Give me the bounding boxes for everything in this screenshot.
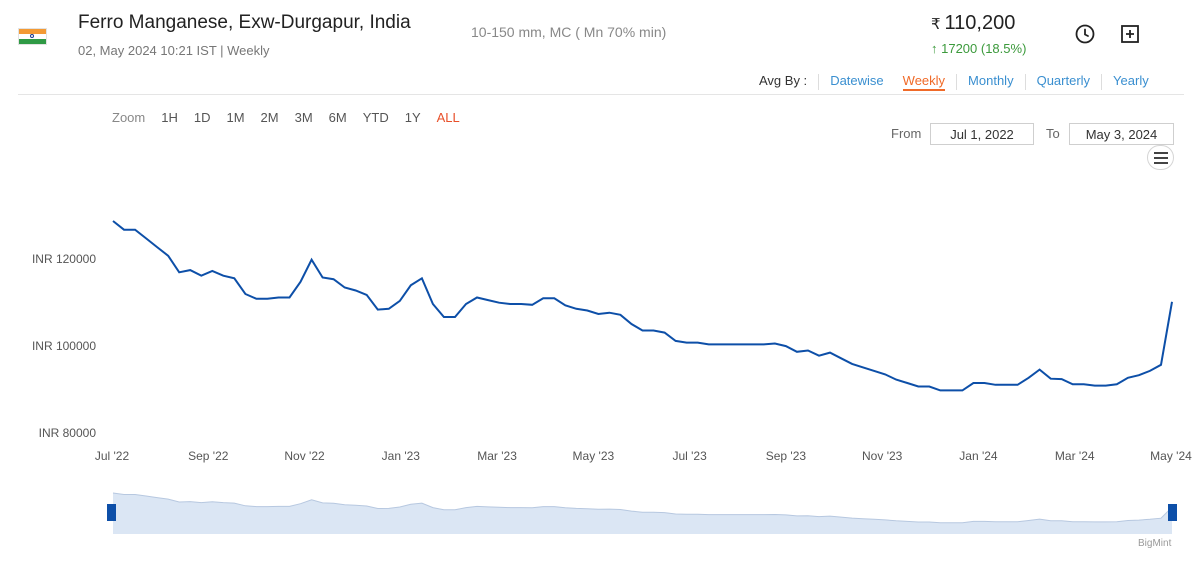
zoom-2m-button[interactable]: 2M <box>260 110 279 125</box>
zoom-6m-button[interactable]: 6M <box>328 110 347 125</box>
y-tick-label: INR 80000 <box>39 426 97 440</box>
x-tick-label: Sep '22 <box>188 449 229 463</box>
page-title: Ferro Manganese, Exw-Durgapur, India <box>78 12 411 33</box>
currency-symbol: ₹ <box>931 16 941 33</box>
zoom-1d-button[interactable]: 1D <box>193 110 211 125</box>
y-tick-label: INR 100000 <box>32 339 96 353</box>
navigator-left-handle[interactable] <box>107 504 116 521</box>
header-divider <box>18 94 1184 95</box>
from-label: From <box>891 126 922 141</box>
x-tick-label: Jul '23 <box>672 449 707 463</box>
timestamp-frequency: 02, May 2024 10:21 IST | Weekly <box>78 43 270 58</box>
avg-weekly-button[interactable]: Weekly <box>902 73 946 91</box>
zoom-all-button[interactable]: ALL <box>436 110 460 125</box>
y-tick-label: INR 120000 <box>32 252 96 266</box>
to-label: To <box>1046 126 1060 141</box>
navigator-right-handle[interactable] <box>1168 504 1177 521</box>
navigator <box>107 492 1177 534</box>
avg-yearly-button[interactable]: Yearly <box>1113 73 1149 88</box>
navigator-line <box>112 492 1173 524</box>
y-axis: INR 80000 INR 100000 INR 120000 <box>32 252 96 440</box>
navigator-area <box>113 493 1172 534</box>
product-spec: 10-150 mm, MC ( Mn 70% min) <box>471 24 667 40</box>
zoom-3m-button[interactable]: 3M <box>294 110 313 125</box>
to-date-input[interactable]: May 3, 2024 <box>1069 123 1174 145</box>
chart-credit: BigMint <box>1138 538 1172 549</box>
zoom-1h-button[interactable]: 1H <box>161 110 178 125</box>
zoom-1m-button[interactable]: 1M <box>226 110 245 125</box>
avg-monthly-button[interactable]: Monthly <box>968 73 1014 88</box>
zoom-1y-button[interactable]: 1Y <box>404 110 421 125</box>
x-tick-label: Mar '24 <box>1055 449 1095 463</box>
avg-by-label: Avg By : <box>759 73 808 88</box>
zoom-label: Zoom <box>112 110 146 125</box>
avg-by-selector: Avg By : Datewise Weekly Monthly Quarterly Ye… <box>759 73 1149 91</box>
x-tick-label: May '24 <box>1150 449 1192 463</box>
zoom-bar: Zoom 1H 1D 1M 2M 3M 6M YTD 1Y ALL <box>112 110 460 125</box>
chart-menu-icon[interactable] <box>1147 145 1174 170</box>
price-series-line <box>112 220 1173 392</box>
history-clock-icon[interactable] <box>1073 22 1097 46</box>
current-price: ₹110,200 <box>931 12 1015 35</box>
x-tick-label: May '23 <box>573 449 615 463</box>
x-tick-label: Jan '24 <box>959 449 998 463</box>
add-box-icon[interactable] <box>1118 22 1142 46</box>
avg-datewise-button[interactable]: Datewise <box>830 73 884 88</box>
x-tick-label: Jan '23 <box>382 449 421 463</box>
zoom-ytd-button[interactable]: YTD <box>362 110 389 125</box>
x-tick-label: Jul '22 <box>95 449 130 463</box>
from-date-input[interactable]: Jul 1, 2022 <box>930 123 1034 145</box>
price-value: 110,200 <box>944 12 1016 34</box>
price-change: ↑ 17200 (18.5%) <box>931 41 1027 56</box>
avg-quarterly-button[interactable]: Quarterly <box>1036 73 1091 88</box>
x-tick-label: Mar '23 <box>477 449 517 463</box>
x-tick-label: Nov '23 <box>862 449 903 463</box>
india-flag-icon <box>18 28 47 45</box>
x-tick-label: Nov '22 <box>284 449 325 463</box>
x-axis: Jul '22 Sep '22 Nov '22 Jan '23 Mar '23 May '… <box>95 449 1192 463</box>
x-tick-label: Sep '23 <box>766 449 807 463</box>
